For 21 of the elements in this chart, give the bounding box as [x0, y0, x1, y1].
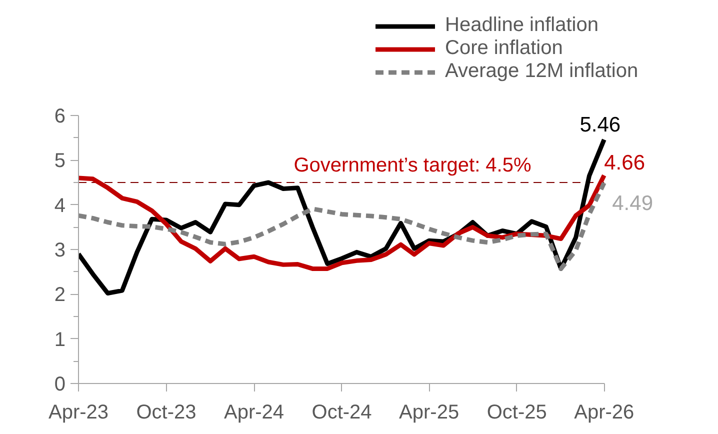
y-tick-label: 5 [54, 150, 66, 172]
x-tick-label: Oct-25 [486, 402, 547, 424]
legend-label: Core inflation [445, 37, 563, 60]
legend-label: Average 12M inflation [445, 60, 638, 83]
x-tick-label: Apr-26 [574, 402, 634, 424]
y-tick-label: 4 [54, 194, 66, 217]
y-tick-label: 6 [54, 106, 66, 128]
data-label: 5.46 [580, 114, 621, 137]
x-tick-label: Oct-24 [312, 402, 372, 424]
x-tick-label: Apr-25 [399, 402, 460, 424]
y-tick-label: 1 [54, 328, 66, 351]
x-tick-label: Oct-23 [136, 402, 196, 424]
y-tick-label: 2 [54, 284, 66, 306]
x-tick-label: Apr-23 [48, 402, 109, 424]
data-label: 4.66 [604, 151, 645, 174]
ref-line-label: Government’s target: 4.5% [294, 154, 532, 176]
data-label: 4.49 [612, 192, 653, 215]
y-tick-label: 3 [54, 240, 66, 262]
legend-label: Headline inflation [445, 14, 598, 37]
y-tick-label: 0 [54, 374, 66, 396]
x-tick-label: Apr-24 [224, 402, 284, 424]
